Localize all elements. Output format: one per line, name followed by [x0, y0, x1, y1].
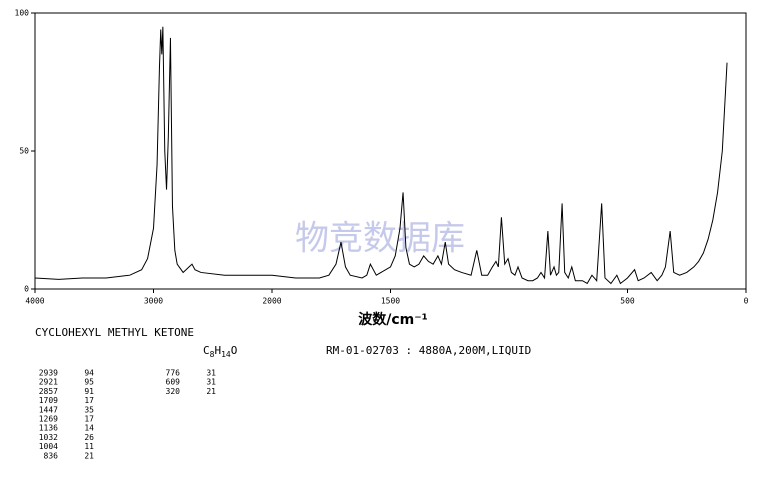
compound-title: CYCLOHEXYL METHYL KETONE — [35, 326, 194, 339]
peak-wavenumber: 1136 — [39, 424, 58, 433]
formula-part: 14 — [221, 350, 231, 359]
x-tick-label: 0 — [744, 297, 749, 306]
peak-intensity: 21 — [84, 451, 94, 460]
formula-part: C — [203, 344, 210, 357]
x-tick-label: 2000 — [262, 297, 281, 306]
peak-intensity: 17 — [84, 396, 94, 405]
peak-intensity: 35 — [84, 405, 94, 414]
spectrum-line — [34, 26, 728, 285]
peak-wavenumber: 609 — [166, 378, 181, 387]
x-tick-label: 3000 — [144, 297, 163, 306]
peak-wavenumber: 1032 — [39, 433, 58, 442]
y-tick-label: 50 — [19, 147, 29, 156]
peak-wavenumber: 1004 — [39, 442, 58, 451]
peak-intensity: 21 — [206, 387, 216, 396]
peak-wavenumber: 836 — [44, 451, 59, 460]
peak-intensity: 11 — [84, 442, 94, 451]
peak-wavenumber: 1447 — [39, 405, 58, 414]
peak-wavenumber: 1269 — [39, 415, 58, 424]
y-tick-label: 0 — [24, 285, 29, 294]
x-tick-label: 500 — [620, 297, 635, 306]
peak-intensity: 17 — [84, 415, 94, 424]
peak-intensity: 91 — [84, 387, 94, 396]
formula-part: 8 — [210, 350, 215, 359]
x-tick-label: 1500 — [381, 297, 400, 306]
peak-intensity: 94 — [84, 369, 94, 378]
peak-intensity: 26 — [84, 433, 94, 442]
x-tick-label: 4000 — [25, 297, 44, 306]
formula-part: O — [231, 344, 238, 357]
peak-intensity: 14 — [84, 424, 94, 433]
peak-intensity: 31 — [206, 369, 216, 378]
peak-intensity: 31 — [206, 378, 216, 387]
watermark: 物竞数据库 — [295, 219, 465, 259]
reference: RM-01-02703 : 4880A,200M,LIQUID — [326, 344, 531, 357]
peak-wavenumber: 320 — [166, 387, 181, 396]
peak-wavenumber: 2939 — [39, 369, 58, 378]
peak-wavenumber: 2857 — [39, 387, 58, 396]
formula: C8H14O — [203, 344, 237, 359]
peak-wavenumber: 1709 — [39, 396, 58, 405]
y-tick-label: 100 — [15, 9, 30, 18]
formula-part: H — [214, 344, 221, 357]
peak-intensity: 95 — [84, 378, 94, 387]
peak-wavenumber: 776 — [166, 369, 181, 378]
peak-wavenumber: 2921 — [39, 378, 58, 387]
x-axis-label: 波数/cm⁻¹ — [358, 311, 428, 328]
